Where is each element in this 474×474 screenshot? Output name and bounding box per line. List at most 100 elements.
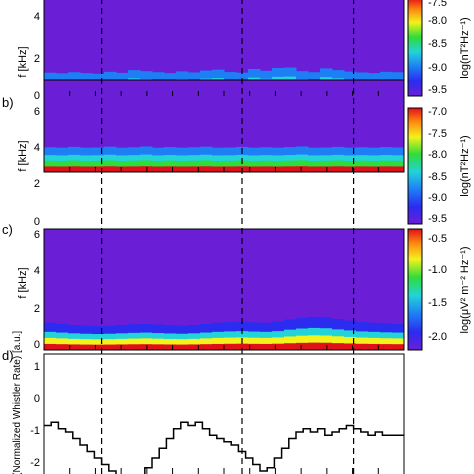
heatmap-cell — [128, 338, 141, 350]
panel-b-ytick-0: 0 — [34, 216, 40, 228]
heatmap-cell — [248, 343, 261, 350]
heatmap-cell — [140, 344, 153, 350]
heatmap-cell — [152, 338, 165, 350]
panel-a-cbar-tick-3: -8.5 — [428, 38, 447, 50]
heatmap-cell — [212, 343, 225, 350]
heatmap-cell — [284, 166, 297, 172]
heatmap-cell — [272, 166, 285, 172]
heatmap-cell — [260, 166, 273, 172]
heatmap-cell — [320, 166, 333, 172]
heatmap-cell — [224, 166, 237, 172]
heatmap-cell — [320, 342, 333, 350]
panel-c-cbar-tick-1: -1.0 — [428, 264, 447, 276]
heatmap-cell — [332, 160, 345, 172]
panel-c-ytick-0: 0 — [34, 339, 40, 351]
panel-a-ytick-2: 2 — [34, 53, 40, 65]
heatmap-cell — [56, 166, 69, 172]
panel-d-ytick-0: 0 — [34, 393, 40, 405]
panel-a-cbar-tick-2: -8.0 — [428, 15, 447, 27]
heatmap-cell — [128, 166, 141, 172]
heatmap-cell — [200, 344, 213, 350]
heatmap-cell — [296, 166, 309, 172]
panel-c-cbar-label: log(μV² m⁻² Hz⁻¹) — [459, 246, 471, 333]
panel-c-ylabel: f [kHz] — [17, 267, 29, 298]
heatmap-cell — [68, 166, 81, 172]
panel-c-colorbar — [407, 228, 423, 351]
panel-b-ytick-4: 4 — [34, 142, 40, 154]
heatmap-cell — [104, 344, 117, 350]
panel-b-cbar-tick-5: -9.5 — [428, 213, 447, 225]
heatmap-cell — [140, 166, 153, 172]
panel-d-letter: d) — [2, 348, 14, 363]
panel-b-cbar-tick-0: -7.0 — [428, 106, 447, 118]
heatmap-cell — [152, 166, 165, 172]
panel-b-cbar-tick-2: -8.0 — [428, 149, 447, 161]
panel-c-ytick-4: 4 — [34, 265, 40, 277]
heatmap-cell — [224, 343, 237, 350]
panel-b-ytick-2: 2 — [34, 178, 40, 190]
heatmap-cell — [188, 344, 201, 350]
panel-a-cbar-label: log(nT²Hz⁻¹) — [459, 17, 471, 78]
spectrogram-c — [44, 229, 405, 350]
heatmap-cell — [80, 344, 93, 350]
panel-c-cbar-tick-0: -0.5 — [428, 233, 447, 245]
heatmap-cell — [68, 160, 81, 172]
panel-a-ytick-4: 4 — [34, 11, 40, 23]
heatmap-cell — [152, 344, 165, 350]
panel-b-cbar-tick-3: -8.5 — [428, 171, 447, 183]
panel-b: b) f [kHz] 0 2 4 6 -7.0 -7.5 -8.0 -8.5 -… — [2, 79, 471, 228]
heatmap-cell — [356, 343, 369, 350]
panel-a-colorbar — [407, 0, 423, 97]
heatmap-cell — [116, 344, 129, 350]
heatmap-cell — [308, 166, 321, 172]
panel-a-ytick-0: 0 — [34, 90, 40, 102]
heatmap-cell — [212, 166, 225, 172]
panel-b-cbar-label: log(nT²Hz⁻¹) — [459, 135, 471, 196]
heatmap-cell — [164, 338, 177, 350]
heatmap-cell — [344, 166, 357, 172]
panel-c: c) f [kHz] 0 2 4 6 -0.5 -1.0 -1.5 -2.0 l… — [2, 222, 471, 351]
heatmap-cell — [380, 338, 393, 350]
heatmap-cell — [236, 160, 249, 172]
panel-b-ylabel: f [kHz] — [17, 140, 29, 171]
heatmap-cell — [392, 344, 405, 350]
panel-c-ytick-2: 2 — [34, 303, 40, 315]
panel-a-cbar-tick-5: -9.5 — [428, 84, 447, 96]
whistler-rate-line — [44, 421, 404, 474]
panel-a-cbar-tick-1: -7.5 — [428, 0, 447, 9]
heatmap-cell — [176, 166, 189, 172]
spectrogram-b — [44, 80, 405, 172]
heatmap-cell — [200, 166, 213, 172]
panel-b-letter: b) — [2, 95, 14, 110]
heatmap-cell — [332, 343, 345, 350]
heatmap-cell — [104, 166, 117, 172]
heatmap-cell — [260, 343, 273, 350]
heatmap-cell — [332, 166, 345, 172]
heatmap-cell — [308, 342, 321, 350]
panel-d-frame — [43, 353, 405, 474]
heatmap-cell — [92, 339, 105, 350]
heatmap-cell — [56, 344, 69, 350]
heatmap-cell — [68, 344, 81, 350]
heatmap-cell — [248, 166, 261, 172]
panel-c-cbar-tick-3: -2.0 — [428, 331, 447, 343]
panel-c-letter: c) — [2, 222, 13, 237]
heatmap-cell — [236, 343, 249, 350]
heatmap-cell — [164, 344, 177, 350]
panel-d-ytick-m1: -1 — [30, 425, 40, 437]
heatmap-cell — [164, 166, 177, 172]
panel-b-cbar-tick-4: -9.0 — [428, 192, 447, 204]
heatmap-cell — [128, 344, 141, 350]
heatmap-cell — [188, 166, 201, 172]
panel-d-ytick-1: 1 — [34, 361, 40, 373]
panel-b-colorbar — [407, 107, 423, 225]
panel-d-ylabel: log(Normalized Whistler Rate) [a.u.] — [12, 331, 23, 474]
whistler-rate-plot — [44, 421, 404, 474]
heatmap-cell — [116, 166, 129, 172]
heatmap-cell — [92, 344, 105, 350]
heatmap-cell — [80, 166, 93, 172]
heatmap-cell — [296, 342, 309, 350]
heatmap-cell — [344, 343, 357, 350]
panel-b-cbar-tick-1: -7.5 — [428, 128, 447, 140]
